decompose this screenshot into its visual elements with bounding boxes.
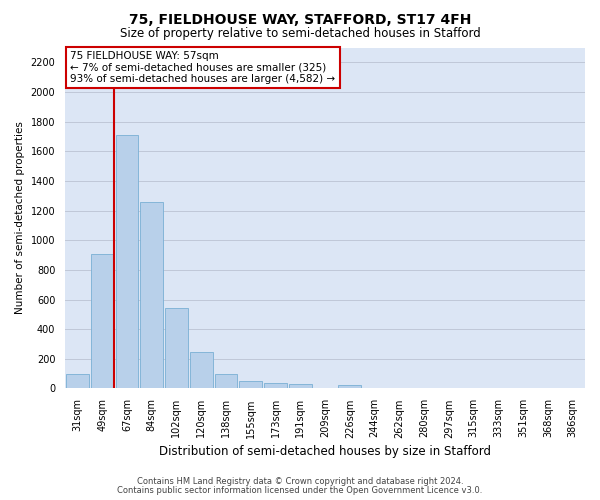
Bar	[140, 202, 163, 388]
Bar	[338, 385, 361, 388]
Bar	[264, 383, 287, 388]
Text: 75, FIELDHOUSE WAY, STAFFORD, ST17 4FH: 75, FIELDHOUSE WAY, STAFFORD, ST17 4FH	[129, 12, 471, 26]
Text: 75 FIELDHOUSE WAY: 57sqm
← 7% of semi-detached houses are smaller (325)
93% of s: 75 FIELDHOUSE WAY: 57sqm ← 7% of semi-de…	[70, 51, 335, 84]
Bar	[66, 374, 89, 388]
Bar	[289, 384, 311, 388]
Bar	[116, 135, 139, 388]
Y-axis label: Number of semi-detached properties: Number of semi-detached properties	[15, 122, 25, 314]
Bar	[239, 380, 262, 388]
Text: Size of property relative to semi-detached houses in Stafford: Size of property relative to semi-detach…	[119, 28, 481, 40]
Bar	[215, 374, 238, 388]
X-axis label: Distribution of semi-detached houses by size in Stafford: Distribution of semi-detached houses by …	[159, 444, 491, 458]
Bar	[165, 308, 188, 388]
Bar	[190, 352, 212, 389]
Text: Contains public sector information licensed under the Open Government Licence v3: Contains public sector information licen…	[118, 486, 482, 495]
Text: Contains HM Land Registry data © Crown copyright and database right 2024.: Contains HM Land Registry data © Crown c…	[137, 477, 463, 486]
Bar	[91, 254, 113, 388]
